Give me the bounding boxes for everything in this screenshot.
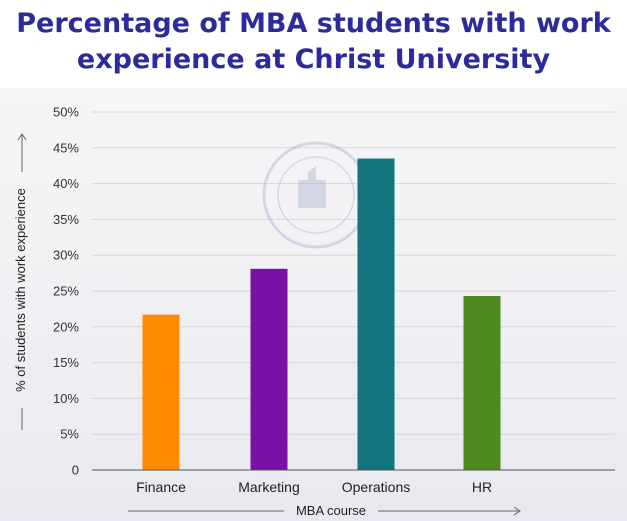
y-tick-label: 20%	[53, 319, 79, 334]
watermark-inner-ring	[277, 156, 355, 234]
x-axis-arrow-icon	[513, 506, 521, 516]
y-axis-title: % of students with work experience	[13, 133, 28, 430]
y-tick-label: 35%	[53, 212, 79, 227]
chart-title: Percentage of MBA students with work exp…	[0, 6, 627, 78]
thumb-icon	[298, 166, 326, 208]
y-tick-label: 50%	[53, 105, 79, 120]
title-line-1: Percentage of MBA students with work	[16, 8, 611, 39]
y-axis-label: % of students with work experience	[13, 188, 28, 392]
bars	[142, 158, 501, 471]
bar-finance	[142, 314, 180, 470]
y-tick-label: 40%	[53, 176, 79, 191]
y-tick-label: 10%	[53, 391, 79, 406]
y-tick-labels: 0 5% 10% 15% 20% 25% 30% 35% 40% 45% 50%	[53, 105, 79, 478]
reviewadda-watermark	[262, 141, 370, 249]
y-axis-arrow-icon	[17, 133, 27, 141]
x-axis-title: MBA course	[128, 503, 521, 518]
x-tick-label: Operations	[342, 479, 410, 495]
x-tick-label: Marketing	[238, 479, 299, 495]
chart-panel	[0, 88, 627, 521]
bar-marketing	[250, 268, 288, 470]
y-tick-label: 45%	[53, 140, 79, 155]
x-axis-label: MBA course	[296, 503, 366, 518]
y-tick-label: 25%	[53, 284, 79, 299]
y-tick-label: 5%	[60, 427, 79, 442]
y-tick-label: 0	[72, 463, 79, 478]
x-tick-labels: Finance Marketing Operations HR	[136, 479, 492, 495]
x-tick-label: Finance	[136, 479, 186, 495]
title-line-2: experience at Christ University	[76, 44, 551, 75]
y-tick-label: 15%	[53, 355, 79, 370]
y-tick-label: 30%	[53, 248, 79, 263]
bar-hr	[463, 296, 501, 470]
x-tick-label: HR	[472, 479, 492, 495]
bar-operations	[357, 158, 395, 471]
